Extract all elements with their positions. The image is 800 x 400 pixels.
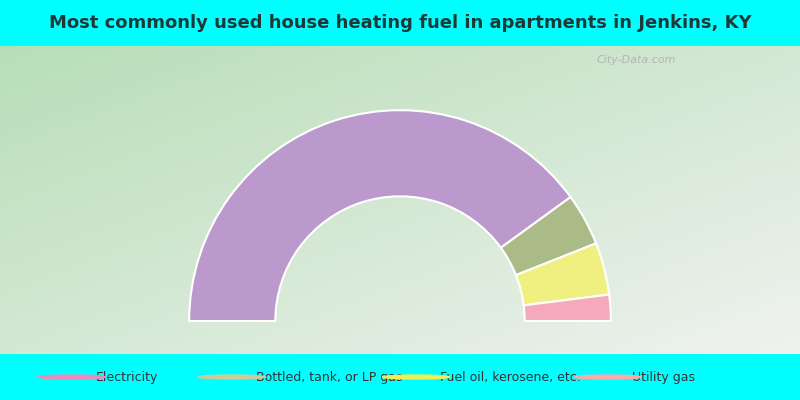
Text: Most commonly used house heating fuel in apartments in Jenkins, KY: Most commonly used house heating fuel in… xyxy=(49,14,751,32)
Wedge shape xyxy=(501,197,596,275)
Text: Fuel oil, kerosene, etc.: Fuel oil, kerosene, etc. xyxy=(440,370,581,384)
Text: Electricity: Electricity xyxy=(96,370,158,384)
Circle shape xyxy=(38,375,106,379)
Text: City-Data.com: City-Data.com xyxy=(596,55,676,65)
Text: Bottled, tank, or LP gas: Bottled, tank, or LP gas xyxy=(256,370,402,384)
Wedge shape xyxy=(524,294,611,321)
Wedge shape xyxy=(189,110,570,321)
Circle shape xyxy=(382,375,450,379)
Circle shape xyxy=(198,375,266,379)
Circle shape xyxy=(574,375,642,379)
Text: Utility gas: Utility gas xyxy=(632,370,695,384)
Wedge shape xyxy=(516,243,609,305)
